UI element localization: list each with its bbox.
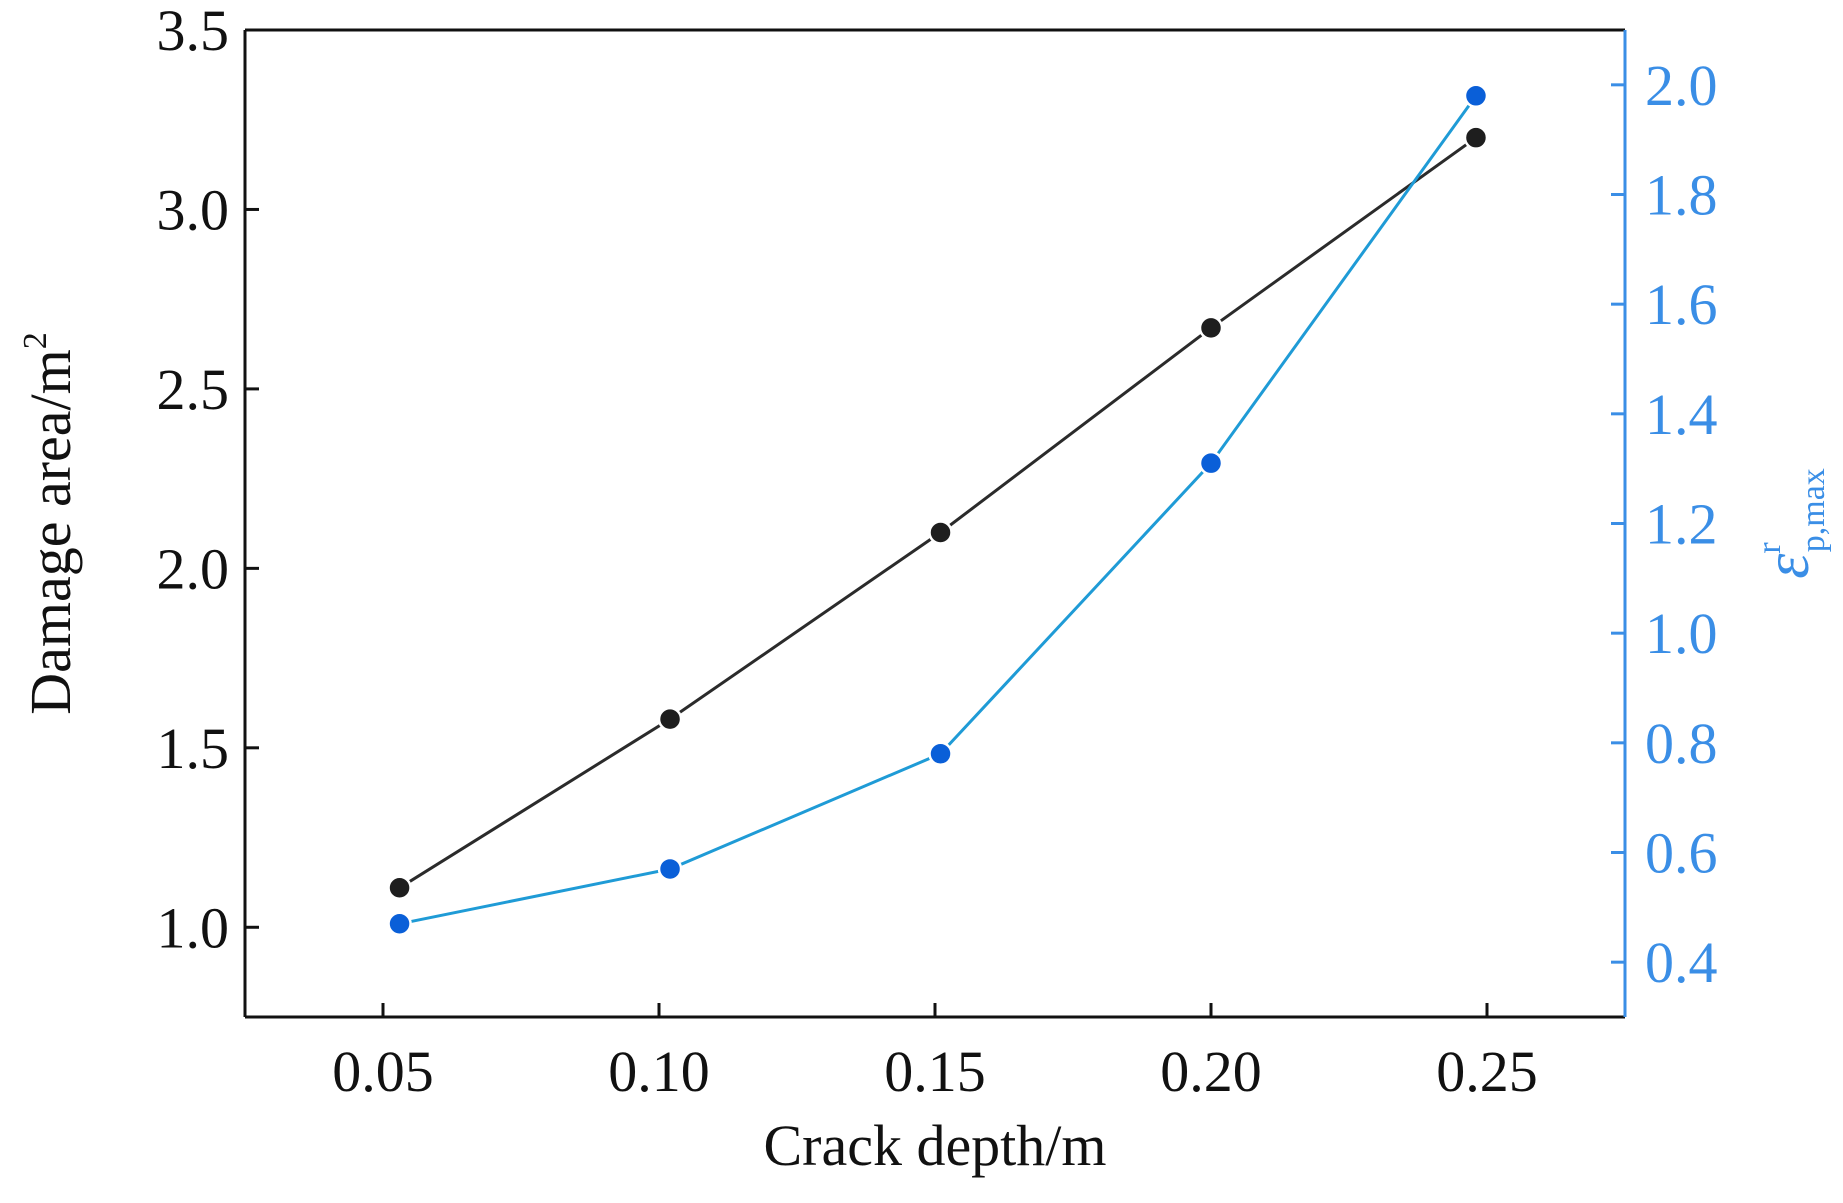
y-left-axis-title: Damage area/m2 (17, 332, 83, 715)
damage-area-line (398, 136, 1477, 890)
x-tick-label: 0.10 (608, 1039, 710, 1104)
y-left-tick-label: 2.0 (157, 536, 230, 601)
strain-line (399, 94, 1478, 926)
damage-area-point (387, 875, 412, 901)
damage-area-point (1198, 315, 1224, 341)
x-tick-label: 0.05 (332, 1039, 434, 1104)
damage-area-point (657, 706, 683, 732)
y-right-tick-label: 1.8 (1645, 163, 1718, 228)
y-left-tick-label: 3.0 (157, 177, 230, 242)
y-right-tick-label: 1.0 (1645, 601, 1718, 666)
y-left-tick-label: 2.5 (157, 357, 230, 422)
strain-point (387, 911, 412, 937)
strain-point (1198, 450, 1224, 476)
y-right-axis-title-superscript: r (1751, 542, 1788, 554)
y-right-tick-label: 0.8 (1645, 711, 1718, 776)
x-tick-label: 0.20 (1160, 1039, 1262, 1104)
y-right-tick-label: 1.6 (1645, 272, 1718, 337)
y-right-tick-label: 2.0 (1645, 53, 1718, 118)
strain-point (1463, 83, 1489, 109)
strain-point (928, 741, 953, 767)
strain-point (657, 856, 683, 882)
y-right-axis-title-subscript: p,max (1795, 468, 1832, 552)
series-layer (387, 83, 1489, 937)
y-right-tick-label: 0.4 (1645, 930, 1718, 995)
y-left-tick-label: 1.0 (157, 895, 230, 960)
x-axis-title: Crack depth/m (763, 1113, 1106, 1178)
x-tick-label: 0.15 (884, 1039, 986, 1104)
damage-area-point (928, 520, 953, 545)
y-left-axis-title-superscript: 2 (17, 332, 54, 349)
y-right-axis-title: εr p,max (1751, 468, 1832, 579)
damage-area-point (1463, 125, 1489, 150)
x-tick-label: 0.25 (1436, 1039, 1538, 1104)
y-right-tick-label: 1.2 (1645, 492, 1718, 557)
y-left-axis-title-text: Damage area/m (18, 349, 83, 715)
tick-layer: 0.05 0.10 0.15 0.20 0.25 1.0 1.5 2.0 2.5 3.0 3.5 0.… (157, 0, 1718, 1104)
axis-titles: Crack depth/m Damage area/m2 εr p,max (17, 332, 1832, 1178)
y-left-tick-label: 3.5 (157, 0, 230, 63)
y-right-axis-title-symbol: ε (1751, 553, 1822, 579)
y-right-tick-label: 0.6 (1645, 821, 1718, 886)
y-left-tick-label: 1.5 (157, 716, 230, 781)
y-right-tick-label: 1.4 (1645, 382, 1718, 447)
